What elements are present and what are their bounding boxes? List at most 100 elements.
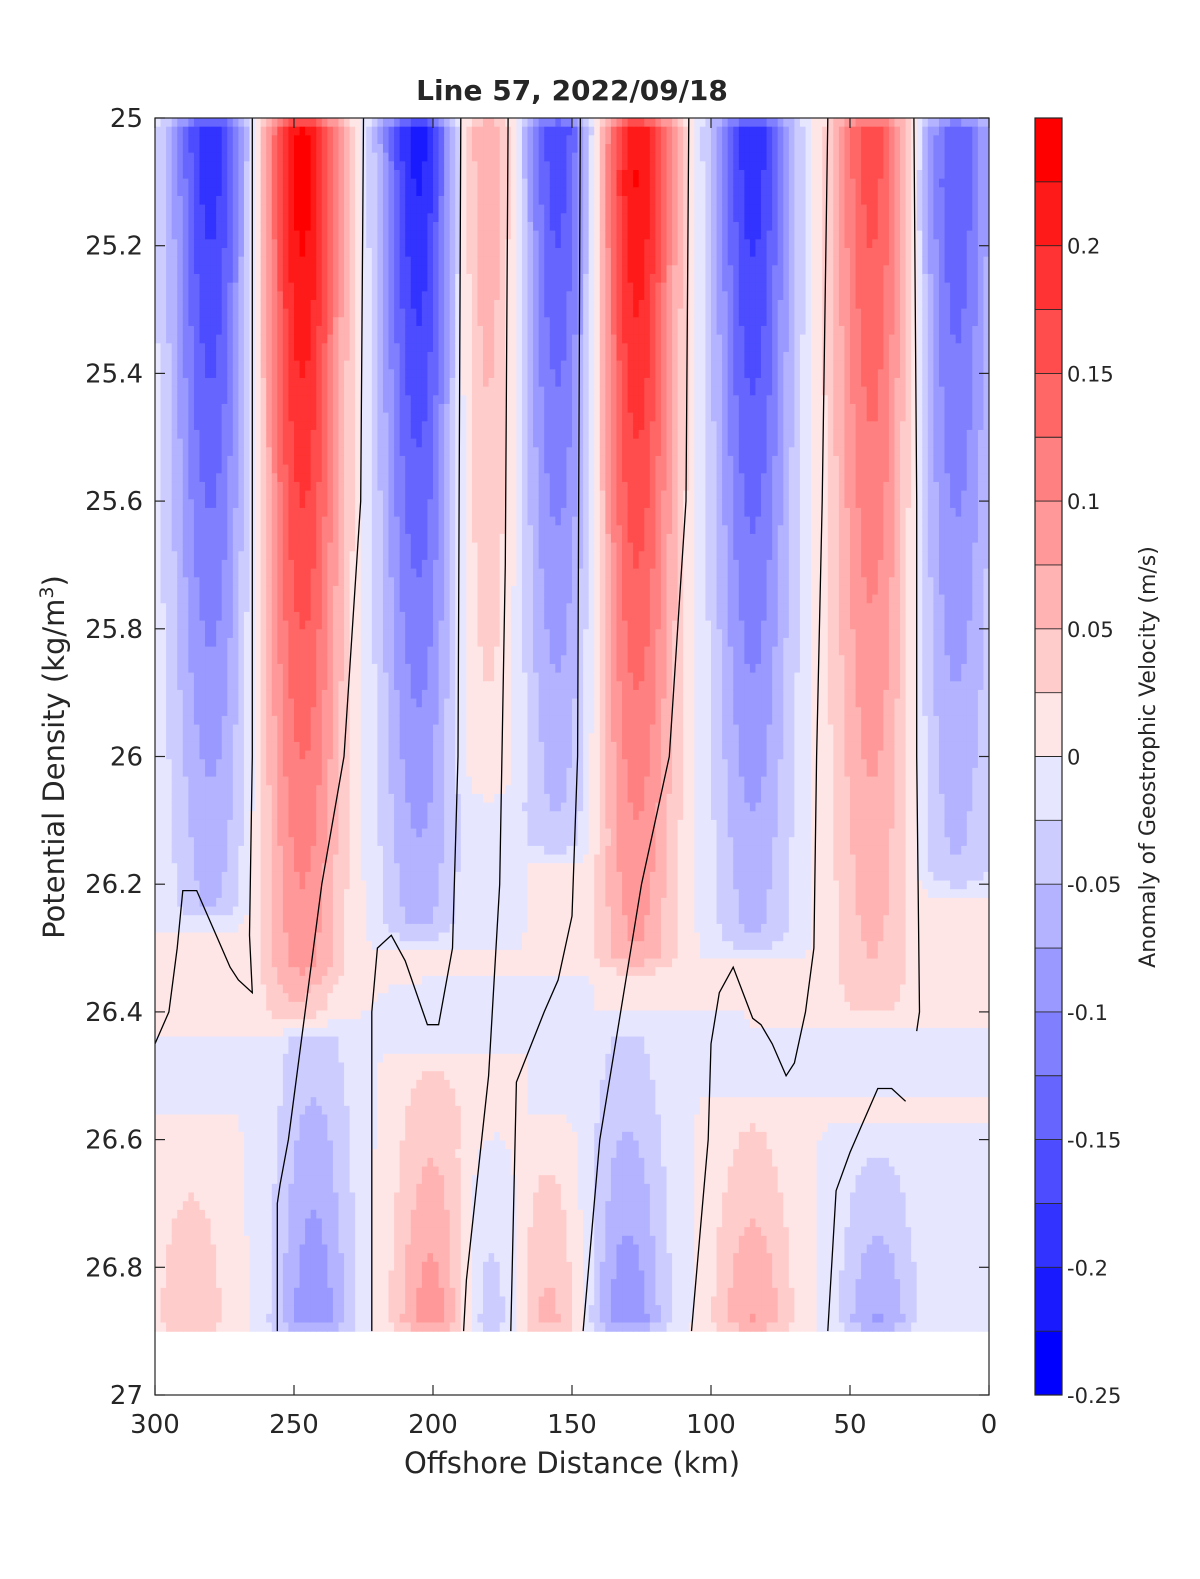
contour-cell (227, 465, 233, 474)
contour-cell (261, 1158, 267, 1167)
contour-cell (244, 1322, 250, 1331)
contour-cell (161, 274, 167, 283)
contour-cell (166, 863, 172, 872)
contour-cell (238, 1253, 244, 1262)
contour-cell (188, 1132, 194, 1141)
contour-cell (244, 1305, 250, 1314)
contour-cell (183, 560, 189, 569)
contour-cell (277, 1288, 283, 1297)
contour-cell (283, 759, 289, 768)
contour-cell (194, 326, 200, 335)
contour-cell (172, 1089, 178, 1098)
contour-cell (183, 1002, 189, 1011)
contour-cell (177, 395, 183, 404)
contour-cell (199, 733, 205, 742)
contour-cell (194, 993, 200, 1002)
contour-cell (161, 153, 167, 162)
contour-cell (244, 941, 250, 950)
contour-cell (177, 1115, 183, 1124)
contour-cell (255, 1149, 261, 1158)
contour-cell (244, 595, 250, 604)
contour-cell (261, 543, 267, 552)
contour-cell (183, 872, 189, 881)
contour-cell (261, 889, 267, 898)
contour-cell (161, 933, 167, 942)
contour-cell (244, 1184, 250, 1193)
contour-cell (244, 413, 250, 422)
contour-cell (227, 517, 233, 526)
contour-cell (277, 716, 283, 725)
contour-cell (244, 482, 250, 491)
contour-cell (155, 1071, 161, 1080)
contour-cell (255, 534, 261, 543)
contour-cell (272, 560, 278, 569)
contour-cell (199, 889, 205, 898)
contour-cell (266, 170, 272, 179)
contour-cell (188, 222, 194, 231)
contour-cell (216, 248, 222, 257)
contour-cell (222, 621, 228, 630)
contour-cell (277, 603, 283, 612)
contour-cell (227, 1201, 233, 1210)
contour-cell (205, 655, 211, 664)
contour-cell (261, 499, 267, 508)
contour-cell (272, 638, 278, 647)
contour-cell (272, 239, 278, 248)
contour-cell (205, 803, 211, 812)
contour-cell (161, 612, 167, 621)
contour-cell (222, 1011, 228, 1020)
contour-cell (205, 257, 211, 266)
contour-cell (250, 1106, 256, 1115)
contour-cell (188, 777, 194, 786)
contour-cell (177, 1253, 183, 1262)
contour-cell (283, 196, 289, 205)
contour-cell (277, 725, 283, 734)
contour-cell (177, 569, 183, 578)
contour-cell (183, 421, 189, 430)
contour-cell (238, 1296, 244, 1305)
contour-cell (244, 612, 250, 621)
contour-cell (155, 1201, 161, 1210)
contour-cell (227, 794, 233, 803)
contour-cell (216, 950, 222, 959)
contour-cell (222, 785, 228, 794)
contour-cell (222, 1132, 228, 1141)
contour-cell (244, 1132, 250, 1141)
contour-cell (194, 482, 200, 491)
contour-cell (238, 213, 244, 222)
contour-cell (233, 491, 239, 500)
contour-cell (166, 274, 172, 283)
contour-cell (199, 803, 205, 812)
contour-cell (250, 1270, 256, 1279)
contour-cell (277, 213, 283, 222)
contour-cell (205, 629, 211, 638)
contour-cell (205, 170, 211, 179)
contour-cell (183, 205, 189, 214)
contour-cell (255, 621, 261, 630)
contour-cell (161, 681, 167, 690)
contour-cell (277, 733, 283, 742)
contour-cell (172, 413, 178, 422)
contour-cell (216, 621, 222, 630)
contour-cell (261, 525, 267, 534)
contour-cell (227, 881, 233, 890)
contour-cell (233, 1184, 239, 1193)
contour-cell (250, 1123, 256, 1132)
contour-cell (277, 872, 283, 881)
contour-cell (166, 872, 172, 881)
contour-cell (177, 326, 183, 335)
contour-cell (261, 560, 267, 569)
contour-cell (188, 612, 194, 621)
contour-cell (216, 655, 222, 664)
contour-cell (155, 820, 161, 829)
contour-cell (199, 976, 205, 985)
contour-cell (266, 1253, 272, 1262)
contour-cell (211, 664, 217, 673)
contour-cell (172, 222, 178, 231)
contour-cell (255, 647, 261, 656)
contour-cell (250, 1288, 256, 1297)
contour-cell (166, 1037, 172, 1046)
contour-cell (227, 993, 233, 1002)
contour-cell (216, 1175, 222, 1184)
contour-cell (272, 127, 278, 136)
